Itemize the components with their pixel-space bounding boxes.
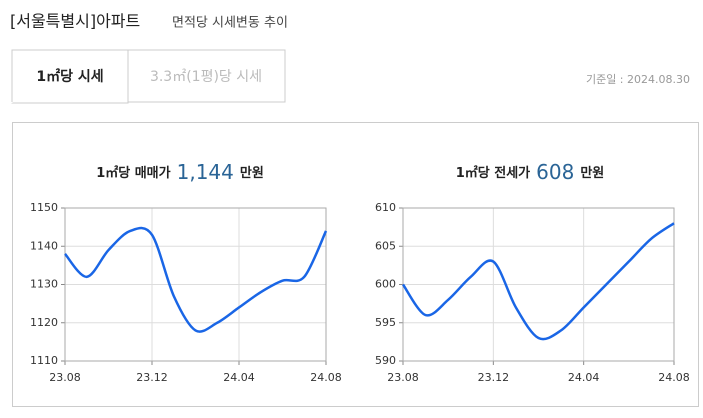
headline-unit: 만원 xyxy=(240,165,264,181)
x-tick-label: 23.08 xyxy=(387,371,419,384)
line-series xyxy=(64,226,328,333)
headline-label: 1㎡당 매매가 xyxy=(96,165,170,181)
date: 기준일 : 2024.08.30 xyxy=(586,72,690,86)
x-tick-label: 24.04 xyxy=(568,371,600,384)
headline-label: 1㎡당 전세가 xyxy=(456,165,530,181)
tab-active[interactable] xyxy=(11,49,129,104)
y-tick-label: 595 xyxy=(375,316,396,329)
y-tick-label: 1110 xyxy=(30,354,58,367)
headline-unit: 만원 xyxy=(580,165,604,181)
y-tick-label: 605 xyxy=(375,239,396,252)
y-tick-label: 1130 xyxy=(30,278,58,291)
y-tick-label: 600 xyxy=(375,278,396,291)
page-title: [서울특별시]아파트 xyxy=(10,12,140,31)
x-tick-label: 23.08 xyxy=(49,371,81,384)
headline-value: 1,144 xyxy=(177,160,234,184)
headline-value: 608 xyxy=(536,160,574,184)
tab[interactable] xyxy=(127,49,286,103)
x-tick-label: 24.08 xyxy=(658,371,690,384)
tab-label[interactable]: 3.3㎡(1평)당 시세 xyxy=(150,69,262,85)
chart-headline: 1㎡당 전세가 608 만원 xyxy=(456,160,605,184)
page-subtitle: 면적당 시세변동 추이 xyxy=(172,16,288,31)
line-series xyxy=(401,222,675,341)
y-tick-label: 1150 xyxy=(30,201,58,214)
tab-label[interactable]: 1㎡당 시세 xyxy=(36,68,103,85)
y-tick-label: 1140 xyxy=(30,239,58,252)
y-tick-label: 610 xyxy=(375,201,396,214)
y-tick-label: 590 xyxy=(375,354,396,367)
y-tick-label: 1120 xyxy=(30,316,58,329)
x-tick-label: 23.12 xyxy=(478,371,510,384)
x-tick-label: 24.04 xyxy=(223,371,255,384)
x-tick-label: 24.08 xyxy=(310,371,342,384)
x-tick-label: 23.12 xyxy=(136,371,168,384)
chart-headline: 1㎡당 매매가 1,144 만원 xyxy=(96,160,264,184)
plot-border xyxy=(64,207,327,362)
